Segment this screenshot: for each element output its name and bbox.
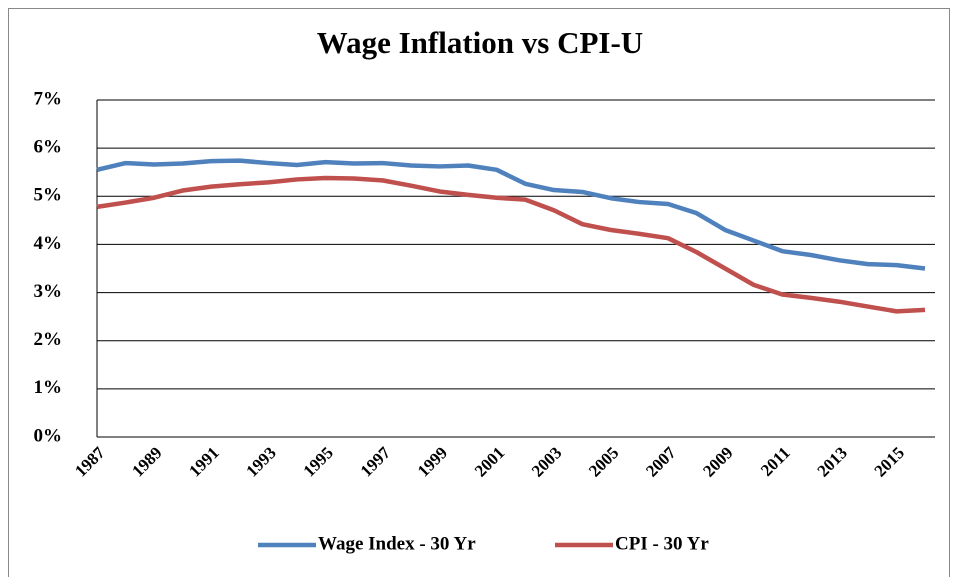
y-tick-label: 5% bbox=[34, 185, 63, 206]
y-tick-label: 3% bbox=[34, 281, 63, 302]
y-tick-label: 6% bbox=[34, 137, 63, 158]
series-line bbox=[96, 175, 926, 314]
chart-title: Wage Inflation vs CPI-U bbox=[317, 25, 643, 60]
y-tick-label: 4% bbox=[34, 233, 63, 254]
legend-label: CPI - 30 Yr bbox=[615, 533, 709, 554]
y-tick-label: 2% bbox=[34, 329, 63, 350]
y-tick-label: 0% bbox=[34, 425, 63, 446]
y-tick-label: 1% bbox=[34, 377, 63, 398]
y-tick-label: 7% bbox=[34, 88, 63, 109]
series-line bbox=[96, 158, 926, 271]
legend-label: Wage Index - 30 Yr bbox=[318, 533, 476, 554]
